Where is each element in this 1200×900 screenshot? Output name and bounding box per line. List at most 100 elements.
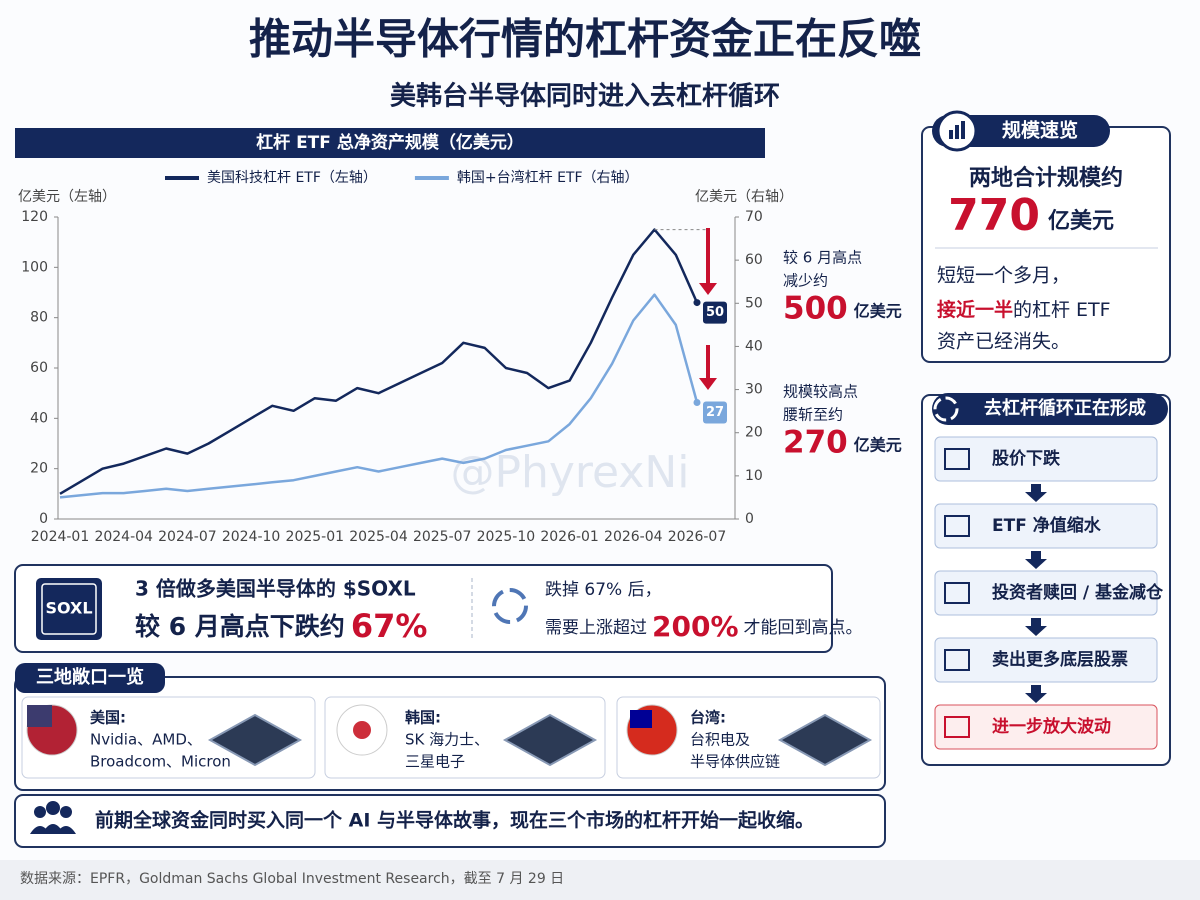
y2-tick-label: 40 [745, 338, 763, 354]
cycle-icon [933, 396, 959, 422]
y-tick-label: 120 [21, 209, 48, 225]
cycle-arrow [1025, 551, 1047, 569]
chip-image [207, 713, 303, 767]
overview-text: 短短一个多月， [937, 265, 1070, 287]
y-axis-label: 亿美元（左轴） [18, 189, 116, 205]
people-icon [34, 806, 46, 818]
drop-arrow-head [699, 283, 717, 295]
annotation-amount: 500 [783, 291, 848, 327]
x-tick-label: 2026-01 [540, 529, 599, 545]
y-tick-label: 100 [21, 259, 48, 275]
end-point [693, 399, 701, 407]
exposure-region: 韩国: [405, 709, 441, 727]
end-label: 50 [706, 305, 724, 320]
cycle-arrow [1025, 484, 1047, 502]
series-line [59, 293, 699, 499]
cycle-step-label: ETF 净值缩水 [992, 515, 1102, 536]
y2-tick-label: 0 [745, 511, 754, 527]
overview-panel [921, 126, 1171, 363]
overview-highlight: 接近一半 [937, 298, 1013, 321]
soxl-line1: 3 倍做多美国半导体的 $SOXL [135, 577, 416, 601]
soxl-line2-text: 较 6 月高点下跌约 [135, 612, 345, 641]
x-tick-label: 2026-04 [604, 529, 663, 545]
refresh-icon [492, 588, 528, 624]
exposure-region: 台湾: [690, 709, 726, 727]
source: 数据来源：EPFR，Goldman Sachs Global Investmen… [20, 871, 564, 887]
summary: 前期全球资金同时买入同一个 AI 与半导体故事，现在三个市场的杠杆开始一起收缩。 [95, 809, 814, 832]
exposure-line: 半导体供应链 [690, 753, 780, 771]
cycle-step-icon [944, 448, 970, 470]
end-point [693, 299, 701, 307]
x-tick-label: 2025-10 [477, 529, 536, 545]
cycle-step [934, 637, 1158, 683]
overview-amount: 770 [948, 190, 1040, 241]
annotation-text: 腰斩至约 [783, 406, 843, 424]
annotation-text: 减少约 [783, 272, 828, 290]
x-tick-label: 2026-07 [668, 529, 727, 545]
chip-image [777, 713, 873, 767]
y-tick-label: 0 [39, 511, 48, 527]
y-tick-label: 80 [30, 310, 48, 326]
cycle-step [934, 503, 1158, 549]
cycle-step-label: 卖出更多底层股票 [992, 649, 1128, 670]
y-tick-label: 60 [30, 360, 48, 376]
y2-tick-label: 70 [745, 209, 763, 225]
cycle-step-label: 进一步放大波动 [992, 716, 1111, 737]
cycle-step-label: 股价下跌 [992, 449, 1061, 469]
x-tick-label: 2025-07 [413, 529, 472, 545]
y-tick-label: 20 [30, 461, 48, 477]
cycle-step-icon [944, 716, 970, 738]
x-tick-label: 2025-04 [349, 529, 408, 545]
soxl-line2: 较 6 月高点下跌约 67% [135, 607, 427, 645]
exposure-line: SK 海力士、 [405, 731, 489, 749]
annotation-text: 规模较高点 [783, 383, 858, 401]
flag-canton [630, 710, 652, 728]
cycle-arrow [1025, 618, 1047, 636]
exposure-title: 三地敞口一览 [36, 666, 144, 688]
chip-image [502, 713, 598, 767]
cycle-title-pill [932, 393, 1168, 425]
overview-title: 规模速览 [1002, 119, 1078, 142]
overview-text-rest: 的杠杆 ETF [1013, 299, 1111, 321]
cycle-step [934, 570, 1158, 616]
overview-lead: 两地合计规模约 [969, 165, 1123, 191]
watermark: @PhyrexNi [450, 447, 689, 498]
cycle-step-label: 投资者赎回 / 基金减仓 [992, 582, 1164, 603]
page-subtitle: 美韩台半导体同时进入去杠杆循环 [390, 81, 780, 112]
people-icon [46, 801, 60, 815]
soxl-badge-border [41, 583, 97, 635]
end-label-box [703, 401, 727, 424]
exposure-line: 三星电子 [405, 753, 465, 771]
people-icon [30, 824, 76, 834]
y2-tick-label: 60 [745, 252, 763, 268]
flag-canton [27, 705, 52, 727]
end-label: 27 [706, 405, 724, 420]
overview-text: 资产已经消失。 [937, 331, 1070, 353]
soxl-panel [14, 564, 833, 653]
page-title: 推动半导体行情的杠杆资金正在反噬 [249, 15, 921, 64]
exposure-region: 美国: [90, 709, 126, 727]
y2-tick-label: 10 [745, 468, 763, 484]
y2-axis-label: 亿美元（右轴） [695, 189, 793, 205]
exposure-line: 台积电及 [690, 731, 750, 749]
overview-text: 接近一半的杠杆 ETF [937, 298, 1111, 321]
legend-label: 韩国+台湾杠杆 ETF（右轴） [457, 169, 639, 186]
annotation-amount: 270 [783, 425, 848, 461]
soxl-note1: 跌掉 67% 后， [545, 580, 662, 600]
cycle-step-icon [944, 649, 970, 671]
y2-tick-label: 30 [745, 382, 763, 398]
people-icon [60, 806, 72, 818]
cycle-arrow [1025, 685, 1047, 703]
cycle-step [934, 704, 1158, 750]
exposure-title-pill [15, 663, 165, 693]
cycle-step-icon [944, 582, 970, 604]
soxl-note3: 才能回到高点。 [744, 618, 863, 638]
y2-tick-label: 50 [745, 295, 763, 311]
soxl-rise: 200% [652, 610, 739, 643]
annotation-unit: 亿美元 [854, 436, 902, 455]
soxl-note2-text: 需要上涨超过 [545, 618, 647, 638]
x-tick-label: 2024-10 [222, 529, 281, 545]
footer-bar [0, 860, 1200, 900]
